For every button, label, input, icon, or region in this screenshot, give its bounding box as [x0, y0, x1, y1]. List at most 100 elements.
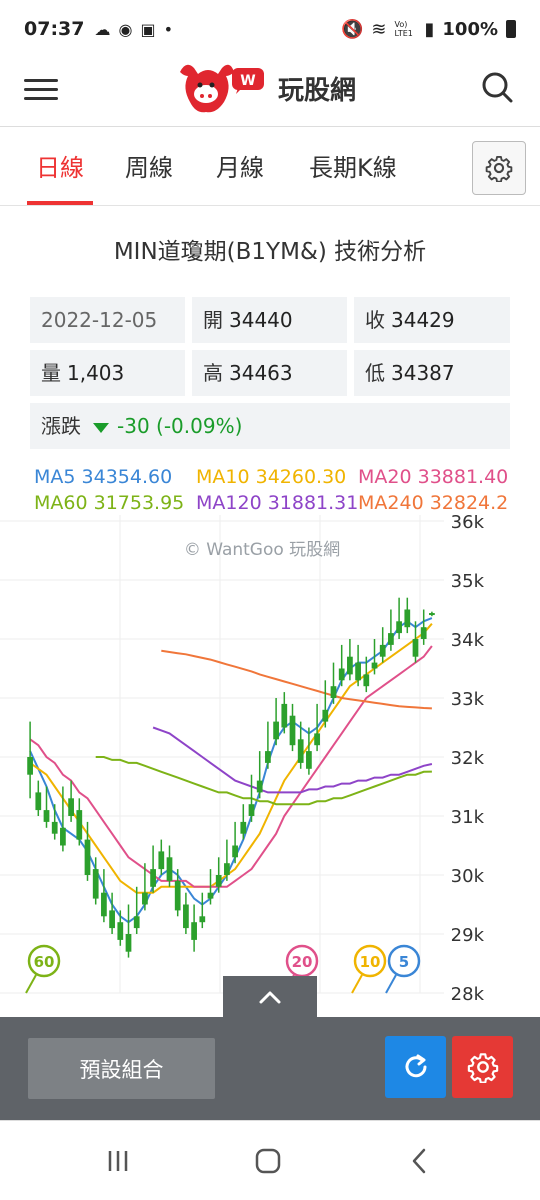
ma-line-ma240 [161, 649, 432, 710]
ma240-label: MA240 32824.2 [358, 492, 509, 514]
candle-body [429, 613, 435, 616]
network-label: Vo) LTE1 [394, 20, 413, 38]
candle-body [158, 851, 165, 870]
ma-line-ma120 [152, 726, 433, 794]
gear-icon [467, 1053, 498, 1083]
recents-icon[interactable] [98, 1141, 138, 1181]
candle-body [265, 751, 271, 763]
candle-body [289, 715, 296, 746]
candle-body [117, 922, 124, 940]
candle-body [76, 810, 83, 840]
mute-icon: 🔇 [340, 18, 364, 40]
candle-body [183, 904, 189, 929]
y-tick-label: 35k [451, 571, 485, 592]
candle-body [273, 721, 279, 740]
ma-badge-circle [27, 944, 61, 978]
quote-high: 高 34463 [192, 350, 347, 396]
candle-body [199, 916, 206, 923]
home-icon[interactable] [248, 1141, 288, 1181]
status-time: 07:37 [24, 18, 85, 40]
candle-body [347, 656, 353, 675]
candle-body [60, 827, 66, 846]
ma20-label: MA20 33881.40 [358, 466, 509, 488]
ma5-label: MA5 34354.60 [34, 466, 173, 488]
ma-badge-label: 60 [34, 953, 55, 971]
panel-toggle-button[interactable] [223, 976, 317, 1017]
battery-icon [506, 20, 516, 38]
ma120-label: MA120 31881.31 [196, 492, 359, 514]
ma-badge-label: 20 [292, 953, 313, 971]
logo[interactable]: W 玩股網 [176, 58, 356, 118]
tab-long-term[interactable]: 長期K線 [309, 154, 397, 182]
candle-body [338, 668, 345, 681]
y-tick-label: 34k [451, 630, 485, 651]
ma-line-ma20 [29, 645, 433, 888]
ma-badge-pointer [25, 974, 37, 994]
chevron-up-icon [259, 991, 281, 1003]
candle-body [224, 863, 230, 875]
chart-svg: 36k 35k 34k 33k 32k 31k 30k 29k 28k © WantGoo 玩股網… [0, 515, 485, 1005]
bottom-panel: 預設組合 [0, 1017, 540, 1120]
tab-daily[interactable]: 日線 [36, 154, 84, 182]
battery-percent: 100% [442, 18, 498, 40]
ma-badge-pointer [351, 974, 363, 994]
candle-body [166, 857, 173, 881]
app-bar: W 玩股網 [0, 58, 540, 126]
candle-body [396, 621, 402, 634]
chart-settings-button[interactable] [472, 141, 526, 195]
candle-body [371, 662, 378, 669]
hamburger-menu-icon[interactable] [24, 72, 58, 106]
wifi-icon: ≋ [371, 18, 387, 40]
preset-combo-button[interactable]: 預設組合 [28, 1038, 215, 1099]
candle-body [142, 892, 148, 905]
wantgoo-logo-icon: W [180, 64, 264, 113]
search-icon[interactable] [478, 68, 518, 108]
active-tab-indicator [27, 201, 93, 205]
refresh-button[interactable] [385, 1036, 446, 1098]
ma10-label: MA10 34260.30 [196, 466, 347, 488]
quote-date: 2022-12-05 [30, 297, 185, 343]
tab-weekly[interactable]: 周線 [125, 154, 173, 182]
candle-body [35, 792, 42, 811]
down-triangle-icon [93, 422, 109, 433]
candle-body [256, 780, 263, 793]
tab-monthly[interactable]: 月線 [216, 154, 264, 182]
ma60-label: MA60 31753.95 [34, 492, 185, 514]
y-tick-label: 28k [451, 984, 485, 1005]
status-bar: 07:37 ☁ ◉ ▣ • 🔇 ≋ Vo) LTE1 ▮ 100% [0, 0, 540, 58]
candlestick-chart[interactable]: 36k 35k 34k 33k 32k 31k 30k 29k 28k © WantGoo 玩股網… [0, 515, 540, 1015]
candle-body [51, 821, 58, 834]
candle-body [322, 709, 329, 722]
ma-badge-label: 5 [399, 953, 409, 971]
candle-body [420, 627, 427, 639]
ma-badge-circle [387, 944, 421, 978]
candle-body [363, 674, 370, 687]
indicator-settings-button[interactable] [452, 1036, 513, 1098]
period-tabs: 日線 周線 月線 長期K線 [0, 128, 540, 206]
ma-badge-circle [353, 944, 387, 978]
ma-legend-row-2: MA60 31753.95 MA120 31881.31MA240 32824.2 [34, 492, 509, 514]
candle-body [43, 810, 50, 822]
candle-body [355, 662, 361, 681]
candle-body [174, 880, 181, 911]
candle-body [68, 798, 74, 816]
back-icon[interactable] [400, 1141, 440, 1181]
candle-body [150, 869, 156, 887]
candle-body [109, 910, 115, 929]
y-tick-label: 32k [451, 748, 485, 769]
y-tick-label: 36k [451, 515, 485, 533]
ma-badge-label: 10 [360, 953, 381, 971]
refresh-icon [405, 1054, 426, 1078]
quote-volume: 量 1,403 [30, 350, 185, 396]
quote-open: 開 34440 [192, 297, 347, 343]
candle-body [232, 845, 238, 858]
candle-body [306, 751, 312, 769]
candle-body [125, 934, 132, 952]
watermark: © WantGoo 玩股網 [184, 540, 340, 560]
candle-body [215, 875, 222, 887]
candle-body [281, 703, 288, 728]
candle-body [101, 892, 107, 917]
dot-icon: • [163, 19, 174, 39]
signal-icon: ▮ [424, 18, 435, 40]
candle-body [248, 804, 255, 816]
